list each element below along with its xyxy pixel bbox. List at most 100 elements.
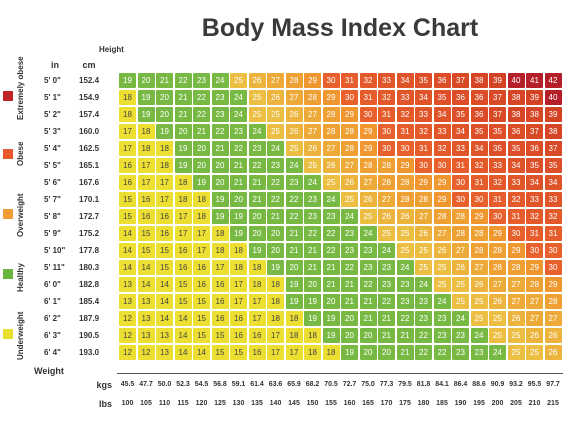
bmi-cell: 17 bbox=[156, 175, 173, 190]
bmi-cell: 23 bbox=[433, 328, 451, 343]
height-inches-label: 5' 6" bbox=[44, 178, 61, 187]
bmi-cell: 26 bbox=[396, 209, 414, 224]
height-cm-label: 175.2 bbox=[79, 229, 100, 238]
weight-lb-label: 185 bbox=[436, 400, 448, 407]
bmi-cell: 27 bbox=[267, 73, 284, 88]
bmi-cell: 31 bbox=[470, 175, 488, 190]
height-inches-label: 6' 2" bbox=[44, 314, 61, 323]
bmi-cell: 20 bbox=[248, 209, 266, 224]
height-cm-label: 162.5 bbox=[79, 144, 100, 153]
bmi-cell: 16 bbox=[174, 260, 192, 275]
bmi-cell: 20 bbox=[248, 226, 266, 241]
bmi-cell: 29 bbox=[470, 209, 488, 224]
bmi-cell: 18 bbox=[230, 260, 247, 275]
weight-lb-label: 170 bbox=[380, 400, 393, 407]
bmi-cell: 20 bbox=[341, 311, 358, 326]
bmi-cell: 34 bbox=[415, 90, 432, 105]
bmi-cell: 28 bbox=[322, 107, 340, 122]
bmi-cell: 13 bbox=[119, 294, 136, 309]
bmi-cell: 33 bbox=[396, 90, 414, 105]
bmi-cell: 16 bbox=[174, 243, 192, 258]
bmi-cell: 12 bbox=[119, 328, 136, 343]
bmi-cell: 20 bbox=[193, 141, 210, 156]
height-inches-label: 5' 2" bbox=[44, 110, 61, 119]
height-inches-label: 5' 11" bbox=[44, 263, 65, 272]
obese-label: Obese bbox=[16, 141, 25, 167]
bmi-cell: 35 bbox=[507, 141, 525, 156]
bmi-cell: 21 bbox=[378, 328, 395, 343]
bmi-cell: 22 bbox=[322, 226, 340, 241]
bmi-cell: 38 bbox=[544, 124, 562, 139]
bmi-cell: 21 bbox=[156, 73, 173, 88]
height-cm-label: 180.3 bbox=[79, 263, 100, 272]
bmi-cell: 18 bbox=[193, 209, 210, 224]
bmi-cell: 19 bbox=[304, 294, 321, 309]
bmi-cell: 36 bbox=[526, 141, 543, 156]
bmi-cell: 19 bbox=[248, 243, 266, 258]
bmi-cell: 16 bbox=[248, 328, 266, 343]
bmi-cell: 31 bbox=[507, 209, 525, 224]
bmi-cell: 20 bbox=[322, 294, 340, 309]
bmi-cell: 19 bbox=[174, 141, 192, 156]
bmi-cell: 19 bbox=[156, 124, 173, 139]
bmi-cell: 25 bbox=[415, 243, 432, 258]
bmi-cell: 17 bbox=[211, 260, 229, 275]
bmi-cell: 17 bbox=[248, 294, 266, 309]
bmi-cell: 28 bbox=[452, 226, 469, 241]
bmi-cell: 18 bbox=[267, 277, 284, 292]
weight-kg-label: 95.5 bbox=[527, 381, 542, 388]
bmi-cell: 19 bbox=[322, 328, 340, 343]
weight-kg-label: 52.3 bbox=[176, 381, 190, 388]
bmi-cell: 21 bbox=[230, 175, 247, 190]
bmi-cell: 18 bbox=[248, 277, 266, 292]
bmi-cell: 14 bbox=[119, 260, 136, 275]
bmi-cell: 33 bbox=[526, 192, 543, 207]
bmi-cell: 21 bbox=[211, 141, 229, 156]
bmi-cell: 24 bbox=[341, 209, 358, 224]
healthy-label: Healthy bbox=[16, 263, 25, 293]
bmi-cell: 24 bbox=[378, 243, 395, 258]
bmi-cell: 14 bbox=[174, 311, 192, 326]
bmi-cell: 21 bbox=[378, 311, 395, 326]
bmi-cell: 24 bbox=[433, 294, 451, 309]
bmi-cell: 21 bbox=[285, 243, 303, 258]
weight-kg-label: 68.2 bbox=[305, 381, 320, 388]
bmi-cell: 33 bbox=[378, 73, 395, 88]
bmi-cell: 17 bbox=[248, 311, 266, 326]
weight-kg-label: 50.0 bbox=[157, 381, 172, 388]
bmi-cell: 24 bbox=[396, 260, 414, 275]
bmi-cell: 19 bbox=[285, 277, 303, 292]
bmi-cell: 19 bbox=[211, 209, 229, 224]
bmi-cell: 40 bbox=[544, 90, 562, 105]
bmi-cell: 29 bbox=[433, 192, 451, 207]
weight-kg-label: 70.5 bbox=[324, 381, 338, 388]
height-cm-label: 160.0 bbox=[79, 127, 100, 136]
bmi-cell: 28 bbox=[489, 243, 506, 258]
bmi-cell: 26 bbox=[415, 226, 432, 241]
bmi-cell: 42 bbox=[544, 73, 562, 88]
weight-kg-label: 47.7 bbox=[139, 381, 153, 388]
bmi-cell: 18 bbox=[156, 158, 173, 173]
bmi-cell: 20 bbox=[193, 158, 210, 173]
height-cm-label: 152.4 bbox=[79, 76, 100, 85]
bmi-cell: 24 bbox=[322, 192, 340, 207]
bmi-cell: 39 bbox=[526, 90, 543, 105]
height-inches-label: 6' 4" bbox=[44, 348, 61, 357]
bmi-cell: 18 bbox=[119, 107, 136, 122]
bmi-cell: 17 bbox=[137, 158, 155, 173]
weight-kg-label: 65.9 bbox=[287, 381, 301, 388]
bmi-cell: 14 bbox=[156, 277, 173, 292]
bmi-cell: 26 bbox=[359, 192, 377, 207]
bmi-cell: 17 bbox=[193, 243, 210, 258]
bmi-cell: 15 bbox=[230, 345, 247, 360]
bmi-cell: 30 bbox=[359, 107, 377, 122]
bmi-cell: 28 bbox=[378, 158, 395, 173]
bmi-cell: 27 bbox=[304, 107, 321, 122]
bmi-cell: 25 bbox=[285, 141, 303, 156]
kgs-row-label: kgs bbox=[96, 380, 112, 390]
bmi-cell: 35 bbox=[415, 73, 432, 88]
bmi-cell: 34 bbox=[526, 175, 543, 190]
bmi-cell: 27 bbox=[470, 260, 488, 275]
bmi-cell: 28 bbox=[489, 260, 506, 275]
bmi-cell: 26 bbox=[470, 277, 488, 292]
